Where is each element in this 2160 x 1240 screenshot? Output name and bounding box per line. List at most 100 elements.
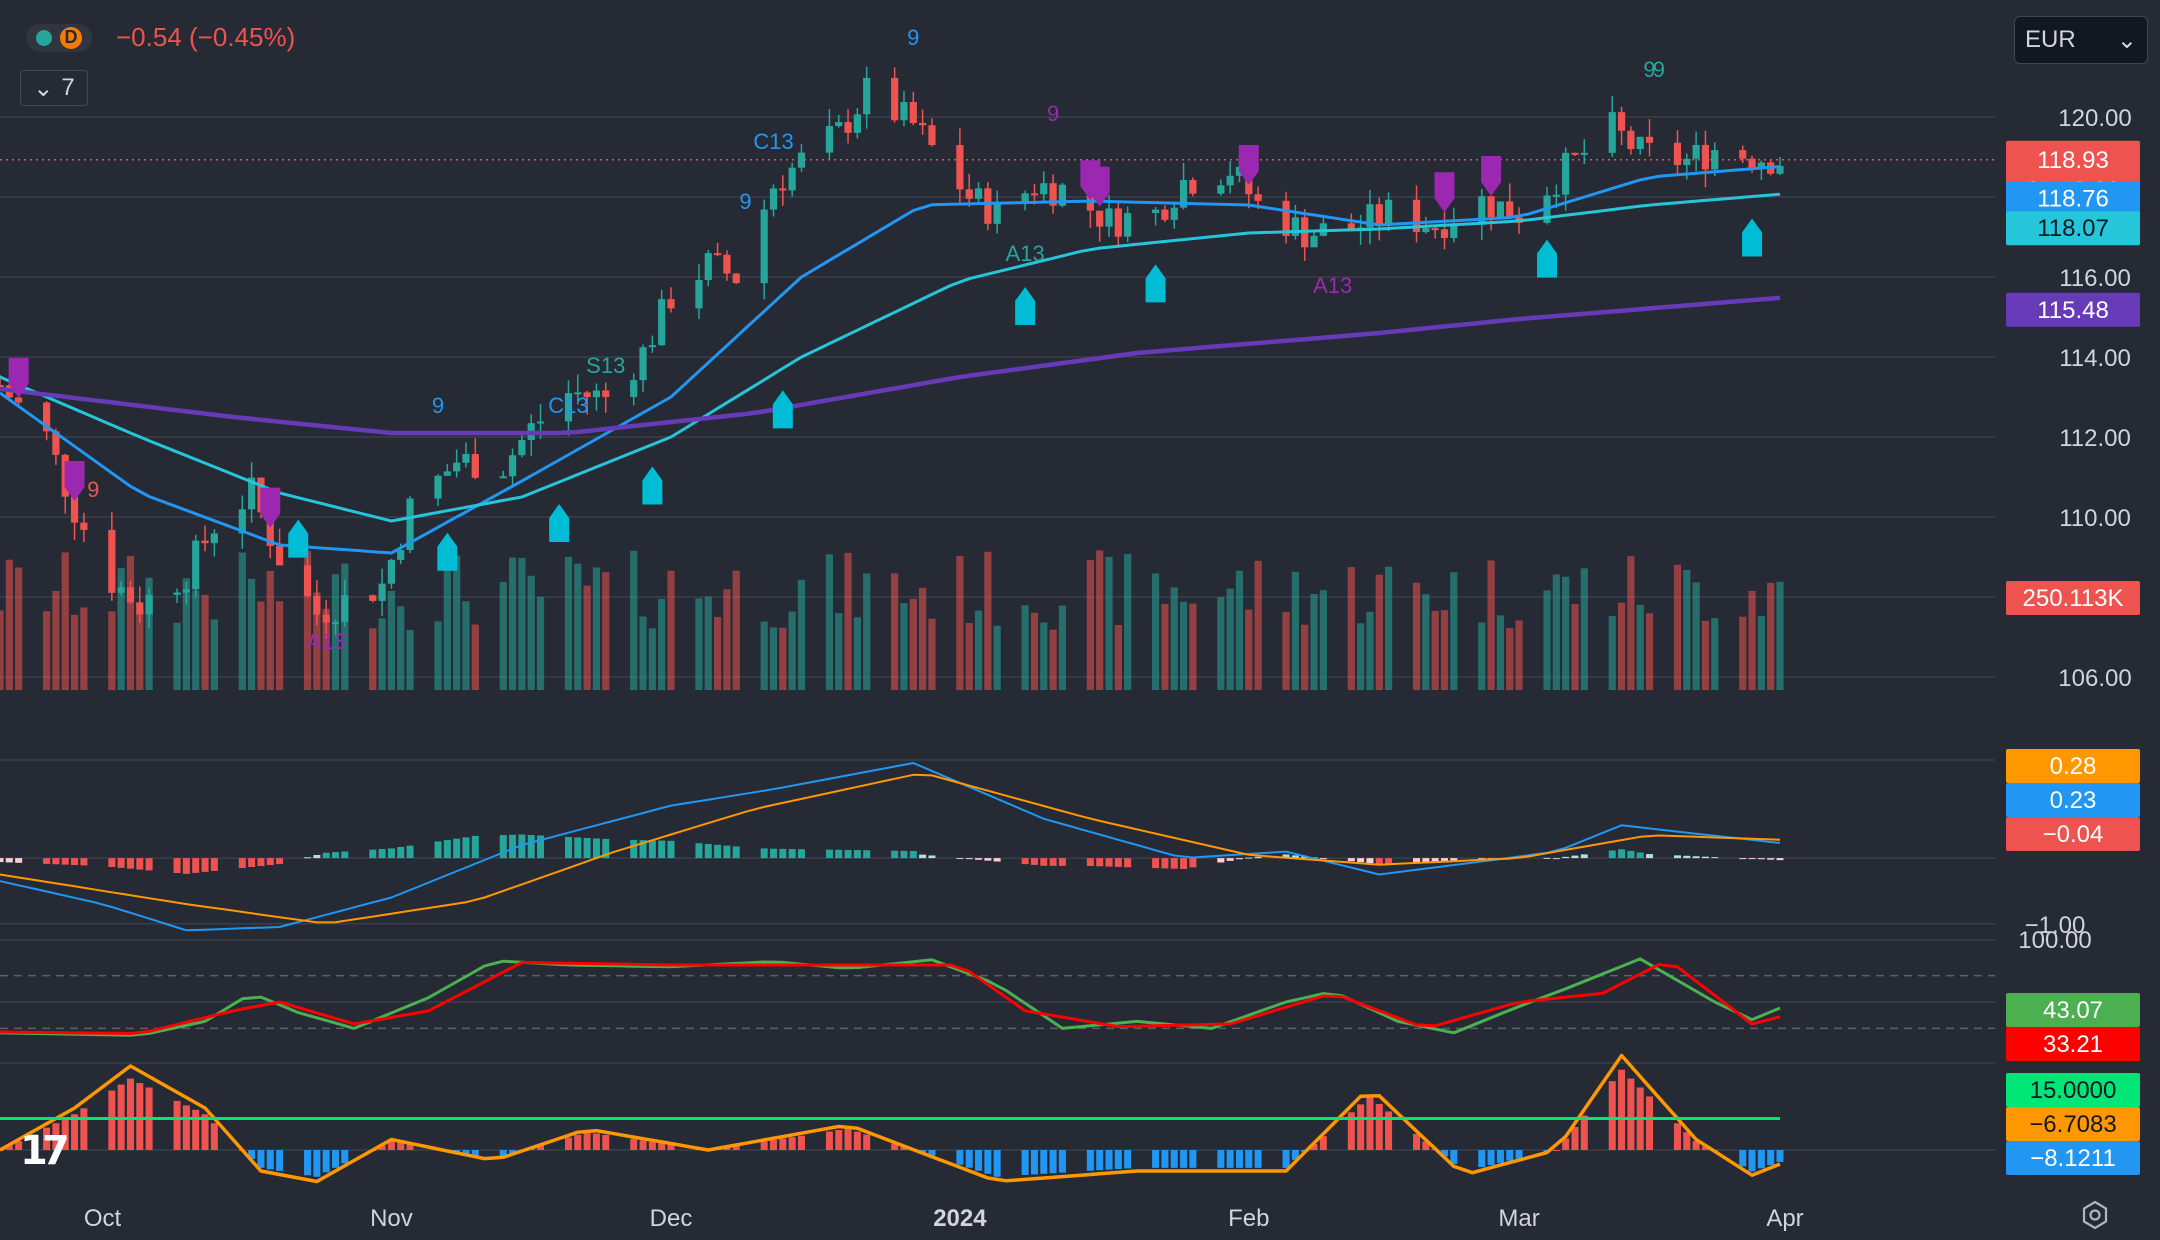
macd-histogram-bar xyxy=(108,858,116,867)
candle-body xyxy=(993,201,1001,224)
macd-histogram-bar xyxy=(1096,858,1104,867)
oscillator-histogram-bar xyxy=(313,1150,321,1177)
candle-body xyxy=(965,189,973,199)
volume-bar xyxy=(1086,560,1094,690)
candle-body xyxy=(1347,223,1355,232)
volume-bar xyxy=(508,557,517,690)
macd-histogram-bar xyxy=(919,854,927,859)
volume-bar xyxy=(117,568,125,690)
oscillator-histogram-bar xyxy=(975,1150,983,1171)
sma-long-label: 115.48 xyxy=(2037,297,2109,324)
macd-histogram-bar xyxy=(331,852,339,859)
volume-bar xyxy=(518,558,526,690)
macd-histogram-bar xyxy=(1058,858,1066,866)
sell-signal-icon xyxy=(1481,156,1502,196)
td-count-label: 9 xyxy=(1643,57,1655,82)
oscillator-histogram-bar xyxy=(835,1130,843,1150)
macd-histogram-bar xyxy=(1552,858,1560,860)
macd-histogram-bar xyxy=(1114,858,1122,867)
oscillator-histogram-bar xyxy=(900,1146,908,1150)
volume-bar xyxy=(275,601,284,690)
market-status-pill[interactable]: D xyxy=(26,23,92,52)
oscillator-histogram-bar xyxy=(1767,1150,1775,1166)
oscillator-histogram-bar xyxy=(1422,1141,1430,1150)
settings-gear-icon[interactable] xyxy=(2080,1200,2110,1230)
currency-select[interactable]: EUR ⌄ xyxy=(2014,16,2148,64)
macd-histogram-bar xyxy=(583,837,591,859)
td-count-label: 9 xyxy=(1653,57,1665,82)
oscillator-histogram-bar xyxy=(331,1150,339,1168)
macd-histogram-bar xyxy=(1683,855,1691,859)
candle-body xyxy=(1310,235,1318,248)
oscillator-histogram-bar xyxy=(1291,1150,1299,1160)
volume-bar xyxy=(1319,590,1327,690)
macd-histogram-bar xyxy=(397,847,405,859)
volume-bar xyxy=(1189,603,1197,690)
time-axis-label: Feb xyxy=(1228,1205,1269,1232)
volume-bar xyxy=(0,610,4,690)
signal-value-label: 0.28 xyxy=(2050,753,2097,780)
volume-bar xyxy=(1692,582,1700,690)
volume-bar xyxy=(210,619,218,690)
oscillator-histogram-bar xyxy=(1114,1150,1122,1170)
volume-bar xyxy=(536,596,545,690)
oscillator-histogram-bar xyxy=(564,1137,572,1150)
volume-bar xyxy=(1301,624,1309,690)
volume-bar xyxy=(853,617,861,690)
macd-histogram-bar xyxy=(1301,856,1309,859)
oscillator-value-label: −6.7083 xyxy=(2029,1111,2116,1138)
volume-bar xyxy=(1105,556,1113,690)
oscillator-histogram-bar xyxy=(1226,1150,1234,1168)
oscillator-histogram-bar xyxy=(770,1140,778,1150)
candle-body xyxy=(182,589,190,593)
macd-histogram-bar xyxy=(956,858,964,860)
macd-histogram-bar xyxy=(52,858,60,865)
oscillator-histogram-bar xyxy=(210,1123,218,1150)
candle-body xyxy=(1627,130,1635,150)
macd-histogram-bar xyxy=(1030,858,1038,865)
oscillator-histogram-bar xyxy=(723,1147,731,1150)
volume-bar xyxy=(1543,590,1551,690)
buy-signal-icon xyxy=(1015,287,1036,325)
candle-body xyxy=(863,77,871,115)
volume-bar xyxy=(825,554,834,690)
stoch-k-value-label: 43.07 xyxy=(2043,997,2103,1024)
candle-body xyxy=(322,614,330,623)
candle-body xyxy=(173,592,181,595)
macd-histogram-bar xyxy=(1646,854,1654,859)
macd-histogram-bar xyxy=(1413,858,1421,863)
oscillator-histogram-bar xyxy=(387,1141,395,1150)
volume-bar xyxy=(1384,566,1393,690)
oscillator-histogram-bar xyxy=(1366,1096,1374,1150)
oscillator-histogram-bar xyxy=(201,1114,209,1150)
price-tick-label: 114.00 xyxy=(2059,345,2131,372)
candle-body xyxy=(928,125,936,146)
oscillator-histogram-bar xyxy=(126,1078,134,1150)
signal-line xyxy=(0,773,1781,924)
buy-signal-icon xyxy=(1537,239,1558,278)
sell-signal-icon xyxy=(1434,172,1455,213)
candle-body xyxy=(238,509,246,534)
macd-histogram-bar xyxy=(909,851,917,859)
volume-bar xyxy=(1683,569,1691,690)
volume-bar xyxy=(15,567,23,690)
oscillator-histogram-bar xyxy=(1646,1096,1654,1150)
macd-histogram-bar xyxy=(667,840,675,859)
oscillator-histogram-bar xyxy=(639,1140,647,1150)
volume-bar xyxy=(1422,594,1430,690)
volume-bar xyxy=(1571,603,1579,690)
volume-bar xyxy=(974,610,983,690)
macd-histogram-bar xyxy=(1366,858,1374,864)
volume-bar xyxy=(713,616,722,690)
candle-body xyxy=(1412,199,1421,233)
indicators-toggle-button[interactable]: ⌄ 7 xyxy=(20,70,88,106)
chevron-down-icon: ⌄ xyxy=(33,74,54,102)
volume-bar xyxy=(70,614,79,690)
oscillator-histogram-bar xyxy=(397,1142,405,1150)
oscillator-histogram-bar xyxy=(1170,1150,1178,1168)
volume-bar xyxy=(341,563,349,690)
volume-bar xyxy=(443,569,451,690)
volume-bar xyxy=(1440,610,1449,690)
candle-body xyxy=(592,390,601,398)
